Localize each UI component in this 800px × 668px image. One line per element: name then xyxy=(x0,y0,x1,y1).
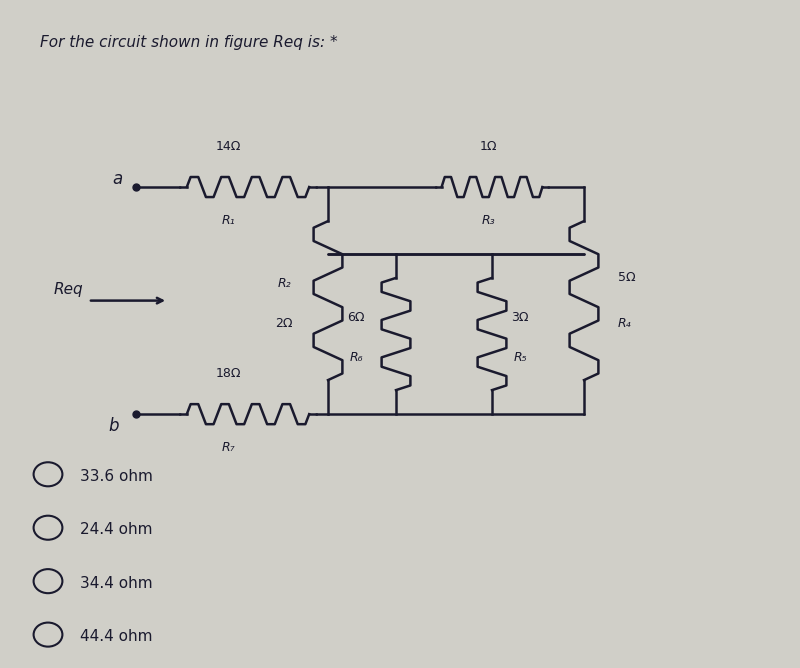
Text: 24.4 ohm: 24.4 ohm xyxy=(80,522,153,537)
Text: 3Ω: 3Ω xyxy=(511,311,529,323)
Text: Req: Req xyxy=(53,282,83,297)
Text: R₄: R₄ xyxy=(618,317,631,330)
Text: 5Ω: 5Ω xyxy=(618,271,635,283)
Text: b: b xyxy=(108,417,118,435)
Text: 44.4 ohm: 44.4 ohm xyxy=(80,629,153,644)
Text: For the circuit shown in figure Req is: *: For the circuit shown in figure Req is: … xyxy=(40,35,338,49)
Text: R₅: R₅ xyxy=(513,351,527,363)
Text: 34.4 ohm: 34.4 ohm xyxy=(80,576,153,591)
Text: R₇: R₇ xyxy=(221,441,235,454)
Text: 2Ω: 2Ω xyxy=(275,317,293,330)
Text: a: a xyxy=(112,170,122,188)
Text: 1Ω: 1Ω xyxy=(479,140,497,153)
Text: R₂: R₂ xyxy=(277,277,291,290)
Text: 33.6 ohm: 33.6 ohm xyxy=(80,469,153,484)
Text: R₆: R₆ xyxy=(349,351,363,363)
Text: R₁: R₁ xyxy=(221,214,235,226)
Text: 6Ω: 6Ω xyxy=(347,311,365,323)
Text: 18Ω: 18Ω xyxy=(215,367,241,380)
Text: R₃: R₃ xyxy=(481,214,495,226)
Text: 14Ω: 14Ω xyxy=(215,140,241,153)
